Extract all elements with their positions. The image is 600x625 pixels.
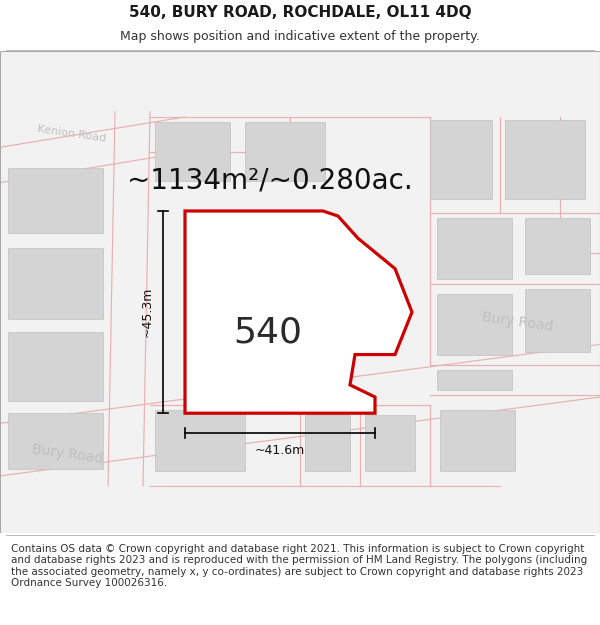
- Text: Map shows position and indicative extent of the property.: Map shows position and indicative extent…: [120, 31, 480, 43]
- Bar: [348, 304, 396, 346]
- Bar: [437, 370, 512, 390]
- Bar: [8, 168, 103, 233]
- Bar: [365, 415, 415, 471]
- Bar: [8, 332, 103, 401]
- Bar: [8, 248, 103, 319]
- Bar: [437, 218, 512, 279]
- Bar: [525, 218, 590, 274]
- Text: Contains OS data © Crown copyright and database right 2021. This information is : Contains OS data © Crown copyright and d…: [11, 544, 587, 588]
- Text: Bury Road: Bury Road: [481, 310, 554, 334]
- Text: 540, BURY ROAD, ROCHDALE, OL11 4DQ: 540, BURY ROAD, ROCHDALE, OL11 4DQ: [128, 5, 472, 20]
- Text: ~41.6m: ~41.6m: [255, 444, 305, 457]
- Bar: [430, 120, 492, 199]
- Text: Bury Road: Bury Road: [31, 442, 104, 466]
- Bar: [437, 294, 512, 354]
- Bar: [305, 415, 350, 471]
- Text: 540: 540: [233, 316, 302, 349]
- Bar: [505, 120, 585, 199]
- Bar: [525, 289, 590, 351]
- Text: ~45.3m: ~45.3m: [140, 287, 154, 338]
- Bar: [8, 413, 103, 469]
- Bar: [440, 410, 515, 471]
- Text: Kenion Road: Kenion Road: [37, 124, 107, 144]
- Polygon shape: [185, 211, 412, 413]
- Bar: [155, 122, 230, 181]
- Text: Bury Road: Bury Road: [274, 378, 347, 402]
- Bar: [155, 410, 245, 471]
- Bar: [245, 122, 325, 181]
- Text: ~1134m²/~0.280ac.: ~1134m²/~0.280ac.: [127, 167, 413, 194]
